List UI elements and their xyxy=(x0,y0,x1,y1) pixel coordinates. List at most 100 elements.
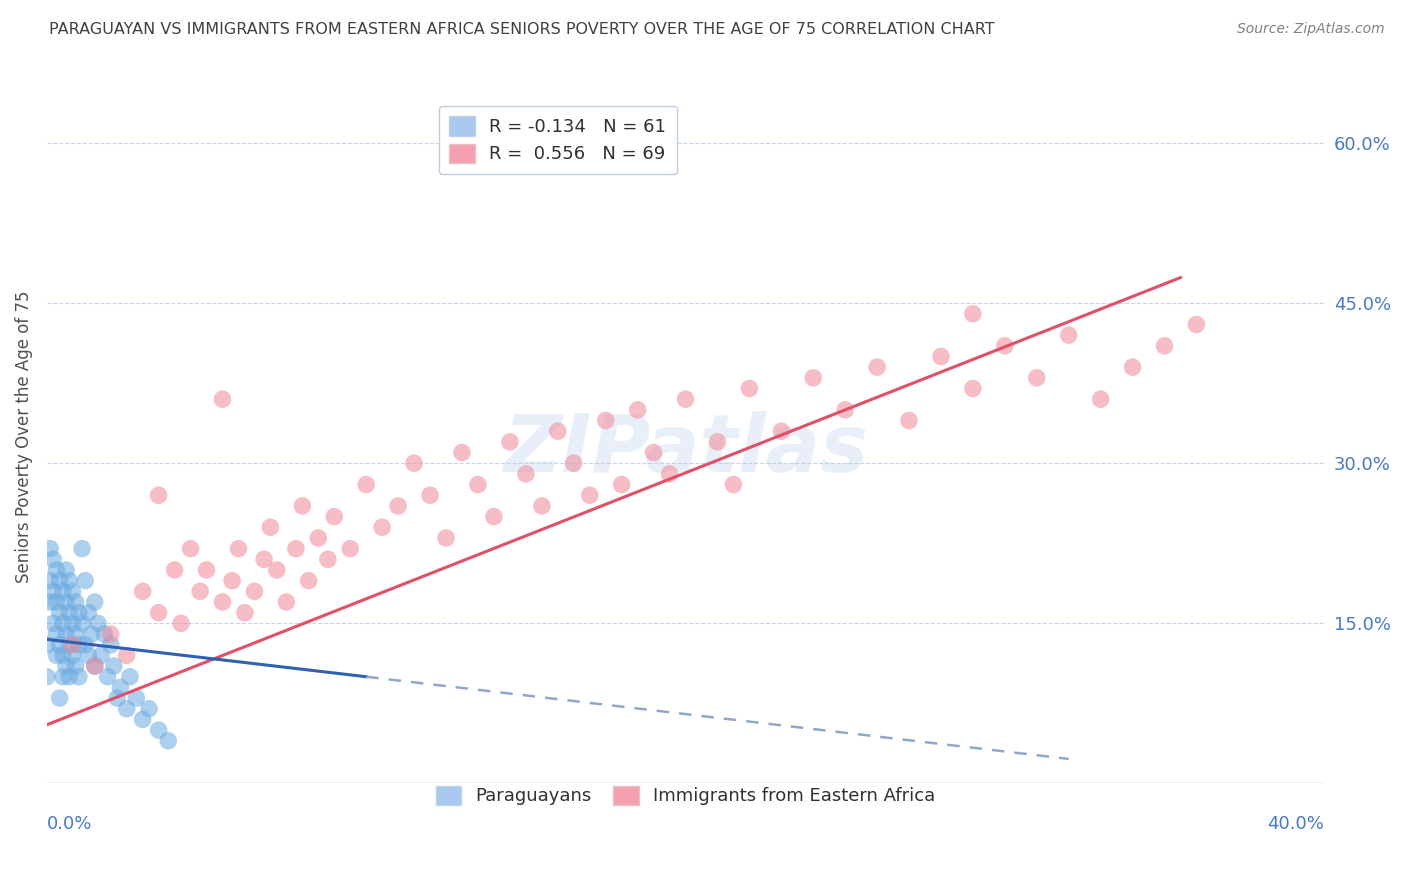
Point xyxy=(45,648,67,663)
Point xyxy=(52,584,75,599)
Point xyxy=(188,584,211,599)
Point xyxy=(45,563,67,577)
Point xyxy=(67,606,90,620)
Point xyxy=(276,595,298,609)
Point xyxy=(962,307,984,321)
Point xyxy=(83,595,105,609)
Point xyxy=(354,477,377,491)
Point xyxy=(562,456,585,470)
Point xyxy=(70,616,93,631)
Point xyxy=(39,595,62,609)
Point xyxy=(339,541,361,556)
Point xyxy=(100,627,122,641)
Point xyxy=(1153,339,1175,353)
Point xyxy=(482,509,505,524)
Point xyxy=(93,627,115,641)
Point xyxy=(259,520,281,534)
Point xyxy=(75,638,97,652)
Point xyxy=(284,541,307,556)
Point xyxy=(77,648,100,663)
Point xyxy=(1090,392,1112,407)
Point xyxy=(253,552,276,566)
Point xyxy=(180,541,202,556)
Point xyxy=(148,723,170,738)
Point xyxy=(929,350,952,364)
Point xyxy=(48,691,70,706)
Point xyxy=(675,392,697,407)
Point xyxy=(1122,360,1144,375)
Point xyxy=(42,616,65,631)
Point xyxy=(148,488,170,502)
Point xyxy=(62,638,84,652)
Point xyxy=(52,648,75,663)
Point xyxy=(65,595,87,609)
Point xyxy=(228,541,250,556)
Point xyxy=(801,371,824,385)
Point xyxy=(62,648,84,663)
Point xyxy=(62,584,84,599)
Point xyxy=(96,670,118,684)
Point xyxy=(578,488,600,502)
Point xyxy=(1185,318,1208,332)
Point xyxy=(138,702,160,716)
Point xyxy=(515,467,537,481)
Point xyxy=(1025,371,1047,385)
Point xyxy=(1057,328,1080,343)
Point xyxy=(243,584,266,599)
Point xyxy=(35,670,58,684)
Point xyxy=(547,424,569,438)
Point xyxy=(48,638,70,652)
Text: ZIPatlas: ZIPatlas xyxy=(503,411,868,490)
Point xyxy=(627,402,650,417)
Point xyxy=(52,616,75,631)
Point xyxy=(55,659,77,673)
Point xyxy=(307,531,329,545)
Point xyxy=(371,520,394,534)
Point xyxy=(595,413,617,427)
Point xyxy=(163,563,186,577)
Point xyxy=(467,477,489,491)
Text: 0.0%: 0.0% xyxy=(46,814,93,833)
Point xyxy=(83,659,105,673)
Point xyxy=(39,574,62,588)
Point xyxy=(80,627,103,641)
Text: PARAGUAYAN VS IMMIGRANTS FROM EASTERN AFRICA SENIORS POVERTY OVER THE AGE OF 75 : PARAGUAYAN VS IMMIGRANTS FROM EASTERN AF… xyxy=(49,22,995,37)
Point xyxy=(723,477,745,491)
Point xyxy=(233,606,256,620)
Point xyxy=(65,627,87,641)
Point xyxy=(994,339,1017,353)
Point xyxy=(962,382,984,396)
Point xyxy=(738,382,761,396)
Point xyxy=(62,616,84,631)
Point xyxy=(499,434,522,449)
Point xyxy=(131,713,153,727)
Point xyxy=(291,499,314,513)
Point xyxy=(55,627,77,641)
Point xyxy=(706,434,728,449)
Point xyxy=(83,659,105,673)
Point xyxy=(131,584,153,599)
Point xyxy=(67,670,90,684)
Point xyxy=(77,606,100,620)
Point xyxy=(898,413,921,427)
Point xyxy=(148,606,170,620)
Text: 40.0%: 40.0% xyxy=(1267,814,1324,833)
Point xyxy=(530,499,553,513)
Point xyxy=(387,499,409,513)
Point xyxy=(87,616,110,631)
Point xyxy=(58,574,80,588)
Point xyxy=(170,616,193,631)
Point xyxy=(58,638,80,652)
Point xyxy=(115,648,138,663)
Point xyxy=(658,467,681,481)
Point xyxy=(75,574,97,588)
Point xyxy=(221,574,243,588)
Point xyxy=(195,563,218,577)
Point xyxy=(404,456,426,470)
Point xyxy=(70,541,93,556)
Point xyxy=(45,627,67,641)
Point xyxy=(103,659,125,673)
Point xyxy=(48,606,70,620)
Point xyxy=(42,552,65,566)
Point xyxy=(55,595,77,609)
